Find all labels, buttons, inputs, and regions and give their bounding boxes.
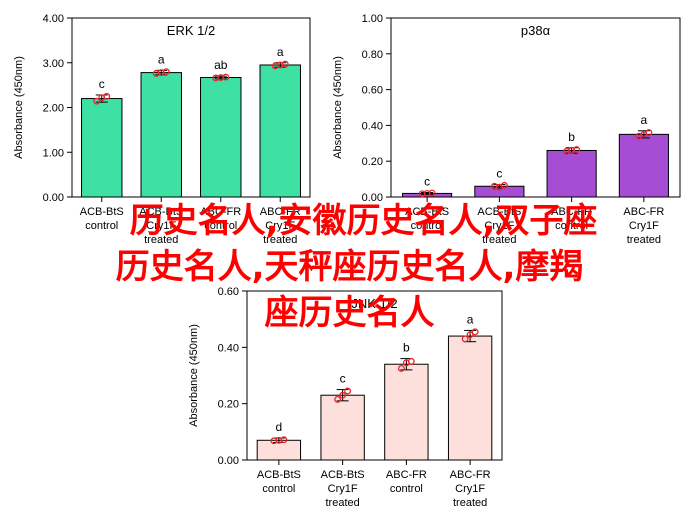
chart-title: ERK 1/2 (167, 23, 215, 38)
bar (618, 133, 669, 198)
chart-panel-2: p38α 0.00 0.20 0.40 0.60 0.80 1.00 Absorbance (… (332, 13, 681, 246)
replicate-point (339, 391, 347, 399)
x-tick-label: ABC-FR control (551, 206, 592, 232)
plot-frame (390, 17, 681, 198)
significance-letter: a (158, 52, 165, 66)
chart-panel-3: JNK 1/2 0.00 0.20 0.40 0.60 Absorbance (450nm… (188, 286, 503, 509)
replicate-point (568, 147, 576, 154)
replicate-point (397, 365, 405, 372)
chart-title: p38α (521, 23, 551, 38)
x-tick-label: ABC-FR control (200, 206, 241, 232)
x-tick-label: ACB-BtS control (405, 206, 449, 232)
y-tick-label: 3.00 (43, 58, 64, 70)
significance-letter: b (403, 341, 410, 355)
significance-letter: a (467, 312, 474, 326)
replicate-point (461, 335, 469, 343)
bar (320, 394, 365, 461)
chart-title: JNK 1/2 (351, 296, 397, 311)
significance-letter: b (568, 130, 575, 144)
x-tick-label: ABC-FR Cry1F treated (260, 206, 301, 246)
significance-letter: d (276, 420, 283, 434)
x-tick-label: ABC-FR Cry1F treated (450, 469, 491, 509)
y-tick-label: 0.40 (218, 342, 239, 354)
bar (140, 72, 182, 198)
y-axis-label: Absorbance (450nm) (188, 324, 200, 427)
bar (81, 98, 123, 198)
significance-letter: c (99, 77, 105, 91)
replicate-point (495, 183, 503, 191)
bar (447, 335, 493, 461)
x-tick-label: ACB-BtS Cry1F treated (321, 469, 365, 509)
replicate-point (402, 359, 410, 367)
replicate-point (98, 94, 106, 102)
replicate-point (344, 387, 352, 395)
chart-panel-1: ERK 1/2 0.00 1.00 2.00 3.00 4.00 Absorbance (4… (13, 13, 311, 246)
y-tick-label: 0.40 (362, 120, 383, 132)
y-tick-label: 1.00 (362, 13, 383, 25)
overlay-text-line-2: 历史名人,天秤座历史名人,摩羯 (115, 247, 584, 287)
y-tick-label: 0.60 (218, 286, 239, 298)
replicate-point (93, 97, 101, 105)
significance-letter: ab (214, 58, 228, 72)
bar (200, 77, 242, 198)
y-tick-label: 0.80 (362, 49, 383, 61)
y-tick-label: 0.00 (218, 455, 239, 467)
bar (259, 64, 301, 198)
replicate-point (471, 328, 479, 336)
y-axis-label: Absorbance (450nm) (332, 56, 344, 159)
y-tick-label: 0.60 (362, 85, 383, 97)
replicate-point (423, 189, 431, 197)
bar (546, 149, 597, 198)
plot-frame (246, 290, 503, 461)
replicate-point (334, 395, 342, 403)
significance-letter: a (277, 45, 284, 59)
significance-letter: c (424, 175, 430, 189)
replicate-point (157, 69, 165, 77)
y-tick-label: 0.20 (218, 399, 239, 411)
significance-letter: a (641, 113, 648, 127)
replicate-point (466, 331, 474, 339)
x-tick-label: ACB-BtS control (80, 206, 124, 232)
x-tick-label: ACB-BtS Cry1F treated (477, 206, 521, 246)
y-tick-label: 4.00 (43, 13, 64, 25)
y-tick-label: 0.20 (362, 156, 383, 168)
overlay-text-line-1: 历史名人,安徽历史名人,双子座 (129, 201, 598, 241)
x-tick-label: ACB-BtS control (257, 469, 301, 495)
replicate-point (640, 130, 648, 138)
y-tick-label: 0.00 (362, 192, 383, 204)
x-tick-label: ACB-BtS Cry1F treated (139, 206, 183, 246)
significance-letter: c (496, 166, 502, 180)
x-tick-label: ABC-FR Cry1F treated (623, 206, 664, 246)
y-tick-label: 0.00 (43, 192, 64, 204)
x-tick-label: ABC-FR control (386, 469, 427, 495)
bar (384, 363, 429, 461)
y-axis-label: Absorbance (450nm) (13, 56, 25, 159)
overlay-text-line-3: 座历史名人 (264, 293, 435, 333)
replicate-point (275, 436, 283, 444)
replicate-point (217, 74, 225, 81)
replicate-point (276, 61, 284, 69)
significance-letter: c (340, 372, 346, 386)
y-tick-label: 1.00 (43, 147, 64, 159)
y-tick-label: 2.00 (43, 103, 64, 115)
